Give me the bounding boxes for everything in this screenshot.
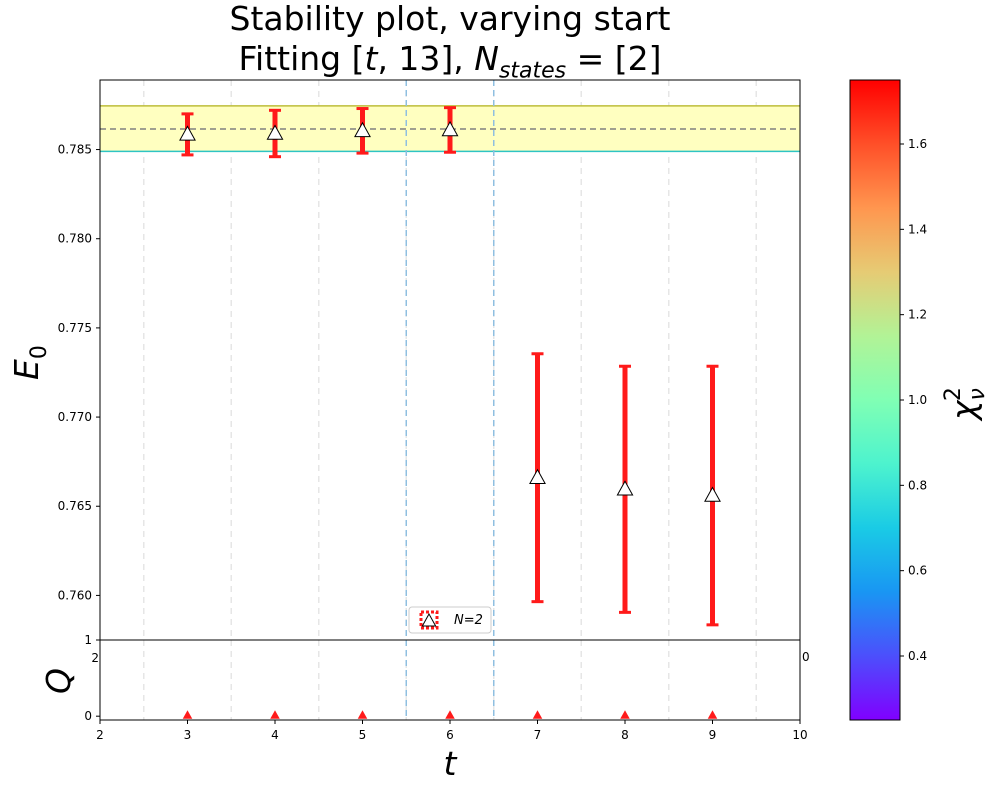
data-point-marker [704, 486, 721, 502]
legend: N=2 [408, 606, 492, 634]
x-tick-label: 8 [621, 728, 629, 742]
data-point-marker [354, 121, 371, 138]
q-value-marker [707, 710, 718, 719]
y-tick-label: 0.775 [58, 321, 92, 335]
q-tick-label: 1 [84, 633, 92, 647]
colorbar [849, 79, 901, 721]
colorbar-tick-label: 1.4 [908, 222, 927, 236]
legend-label: N=2 [454, 613, 483, 628]
q-value-marker [357, 710, 368, 719]
y-tick-label: 0.765 [58, 499, 92, 513]
main-axes-frame [99, 79, 801, 641]
data-point-marker [616, 480, 634, 496]
data-point-marker [266, 124, 284, 140]
x-axis-label: t [444, 744, 458, 783]
y-tick-label: 0.780 [58, 232, 92, 246]
y-tick-label: 0.760 [58, 588, 92, 602]
colorbar-tick-label: 1.0 [908, 393, 927, 407]
colorbar-tick-label: 1.2 [908, 308, 927, 322]
data-point-marker [441, 120, 459, 137]
q-axes-frame [99, 639, 801, 721]
legend-marker-swatch [421, 612, 437, 627]
chart-title-line1: Stability plot, varying start [229, 0, 671, 38]
data-point-marker [529, 468, 546, 484]
data-point-marker [179, 125, 196, 141]
x-tick-label: 9 [709, 728, 717, 742]
q-value-marker [620, 710, 630, 719]
q-value-marker [182, 710, 193, 719]
q-value-marker [532, 710, 543, 719]
y-axis-label: E0 [7, 345, 52, 380]
colorbar-tick-label: 0.8 [908, 478, 927, 492]
chart-title-line2: Fitting [t, 13], Nstates = [2] [238, 39, 662, 84]
x-tick-label: 10 [792, 728, 807, 742]
x-tick-label: 4 [271, 728, 279, 742]
legend-errorbar-swatch [419, 610, 439, 630]
q-value-marker [445, 710, 455, 719]
x-tick-label: 5 [359, 728, 367, 742]
overlap-tick-label-left: 2 [91, 651, 99, 665]
y-tick-label: 0.785 [58, 143, 92, 157]
colorbar-tick-label: 0.4 [908, 649, 927, 663]
colorbar-tick-label: 0.6 [908, 564, 927, 578]
colorbar-label: χν2 [941, 387, 990, 422]
colorbar-tick-label: 1.6 [908, 137, 927, 151]
x-tick-label: 3 [184, 728, 192, 742]
x-tick-label: 2 [96, 728, 104, 742]
y-tick-label: 0.770 [58, 410, 92, 424]
q-tick-label: 0 [84, 709, 92, 723]
x-tick-label: 7 [534, 728, 542, 742]
q-axis-label: Q [39, 668, 78, 694]
q-value-marker [270, 710, 280, 719]
overlap-tick-label-right: 0 [802, 650, 810, 664]
x-tick-label: 6 [446, 728, 454, 742]
